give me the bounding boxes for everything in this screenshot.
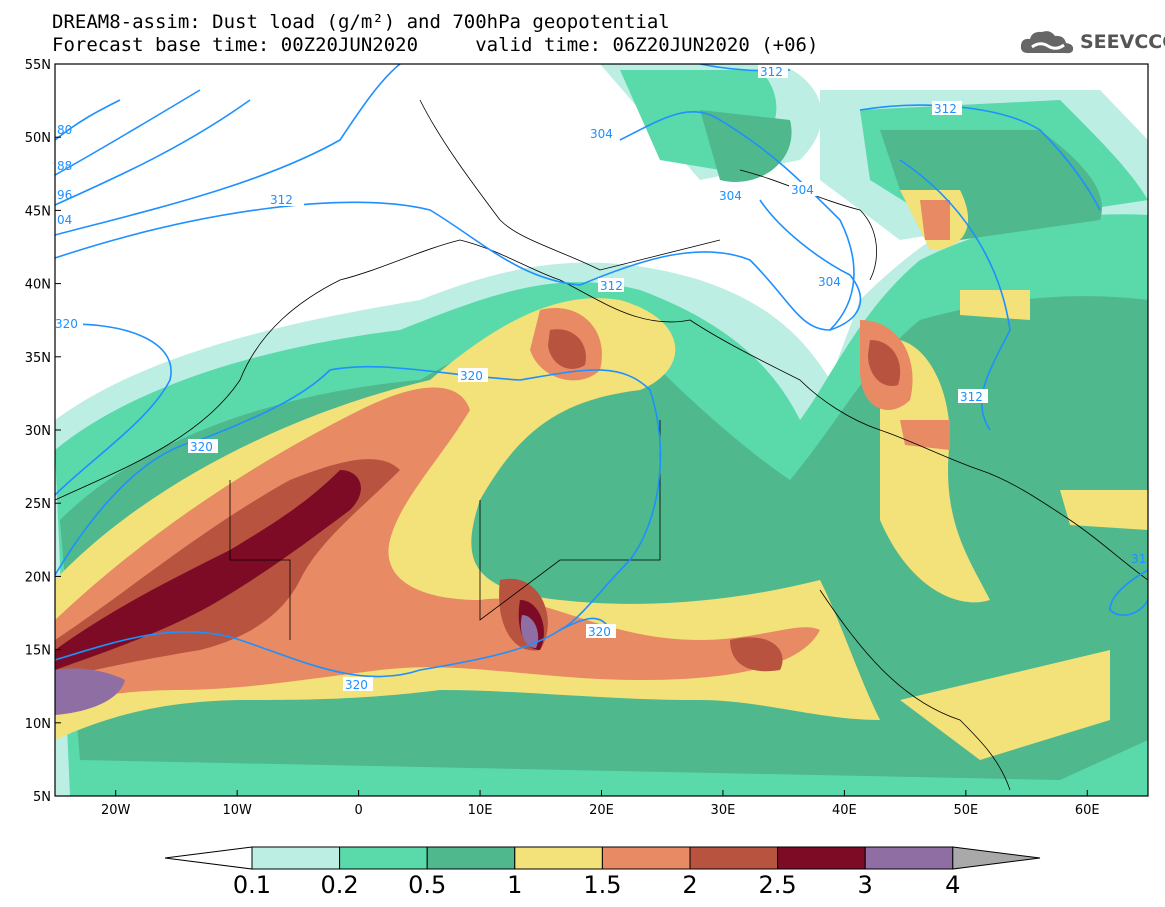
lon-tick-label: 20W (101, 803, 131, 818)
contour-label: 304 (590, 127, 613, 141)
lon-tick-label: 0 (354, 803, 362, 818)
lon-tick-label: 40E (832, 803, 857, 818)
contour-label: 96 (57, 188, 72, 202)
contour-label: 312 (760, 65, 783, 79)
colorbar-swatch (514, 846, 603, 870)
longitude-axis: 20W 10W 0 10E 20E 30E 40E 50E 60E (101, 790, 1100, 818)
latitude-axis: 55N 50N 45N 40N 35N 30N 25N 20N 15N 10N 5N (25, 58, 61, 805)
colorbar-swatch (864, 846, 954, 870)
colorbar-low-arrow (164, 846, 253, 870)
colorbar-level-label: 2 (682, 871, 697, 899)
lon-tick-label: 20E (589, 803, 614, 818)
seevccc-logo: SEEVCCC (1018, 27, 1165, 57)
lat-tick-label: 45N (25, 204, 51, 219)
colorbar: 0.1 0.2 0.5 1 1.5 2 2.5 3 4 (164, 846, 1041, 899)
lat-tick-label: 35N (25, 351, 51, 366)
contour-label: 312 (270, 193, 293, 207)
lon-tick-label: 50E (953, 803, 978, 818)
colorbar-level-label: 0.2 (321, 871, 359, 899)
dust-field (55, 64, 1148, 796)
colorbar-level-label: 1 (507, 871, 522, 899)
forecast-time-line: Forecast base time: 00Z20JUN2020 valid t… (52, 34, 819, 56)
contour-label: 80 (57, 123, 72, 137)
contour-label: 320 (345, 678, 368, 692)
colorbar-swatch (601, 846, 691, 870)
lon-tick-label: 10E (468, 803, 493, 818)
contour-label: 304 (791, 183, 814, 197)
colorbar-level-label: 2.5 (759, 871, 797, 899)
lat-tick-label: 30N (25, 424, 51, 439)
contour-label: 312 (600, 279, 623, 293)
lon-tick-label: 30E (711, 803, 736, 818)
contour-label: 320 (55, 317, 78, 331)
lon-tick-label: 60E (1075, 803, 1100, 818)
map-title: DREAM8-assim: Dust load (g/m²) and 700hP… (52, 11, 670, 33)
colorbar-swatch (777, 846, 866, 870)
colorbar-level-label: 0.1 (233, 871, 271, 899)
lat-tick-label: 10N (25, 717, 51, 732)
lon-tick-label: 10W (222, 803, 252, 818)
contour-labels: 80 88 96 04 312 304 304 304 312 312 312 … (53, 64, 1146, 692)
contour-label: 04 (57, 213, 72, 227)
contour-label: 304 (719, 189, 742, 203)
colorbar-swatch (689, 846, 779, 870)
lat-tick-label: 50N (25, 131, 51, 146)
logo-text: SEEVCCC (1080, 31, 1165, 53)
lat-tick-label: 25N (25, 497, 51, 512)
lat-tick-label: 20N (25, 570, 51, 585)
colorbar-level-label: 1.5 (583, 871, 621, 899)
colorbar-swatch (339, 846, 428, 870)
colorbar-level-label: 0.5 (408, 871, 446, 899)
colorbar-level-label: 4 (945, 871, 960, 899)
contour-label: 320 (190, 440, 213, 454)
lat-tick-label: 40N (25, 278, 51, 293)
coastlines (55, 99, 1148, 791)
colorbar-swatch (251, 846, 341, 870)
contour-label: 320 (460, 369, 483, 383)
colorbar-level-label: 3 (858, 871, 873, 899)
contour-label: 88 (57, 159, 72, 173)
colorbar-swatch (426, 846, 516, 870)
contour-label: 312 (960, 390, 983, 404)
contour-label: 312 (934, 102, 957, 116)
contour-label: 320 (588, 625, 611, 639)
lat-tick-label: 15N (25, 644, 51, 659)
cloud-logo-icon (1020, 31, 1074, 54)
colorbar-high-arrow (952, 846, 1041, 870)
lat-tick-label: 55N (25, 58, 51, 73)
contour-label: 31 (1131, 552, 1146, 566)
lat-tick-label: 5N (33, 790, 51, 805)
contour-label: 304 (818, 275, 841, 289)
